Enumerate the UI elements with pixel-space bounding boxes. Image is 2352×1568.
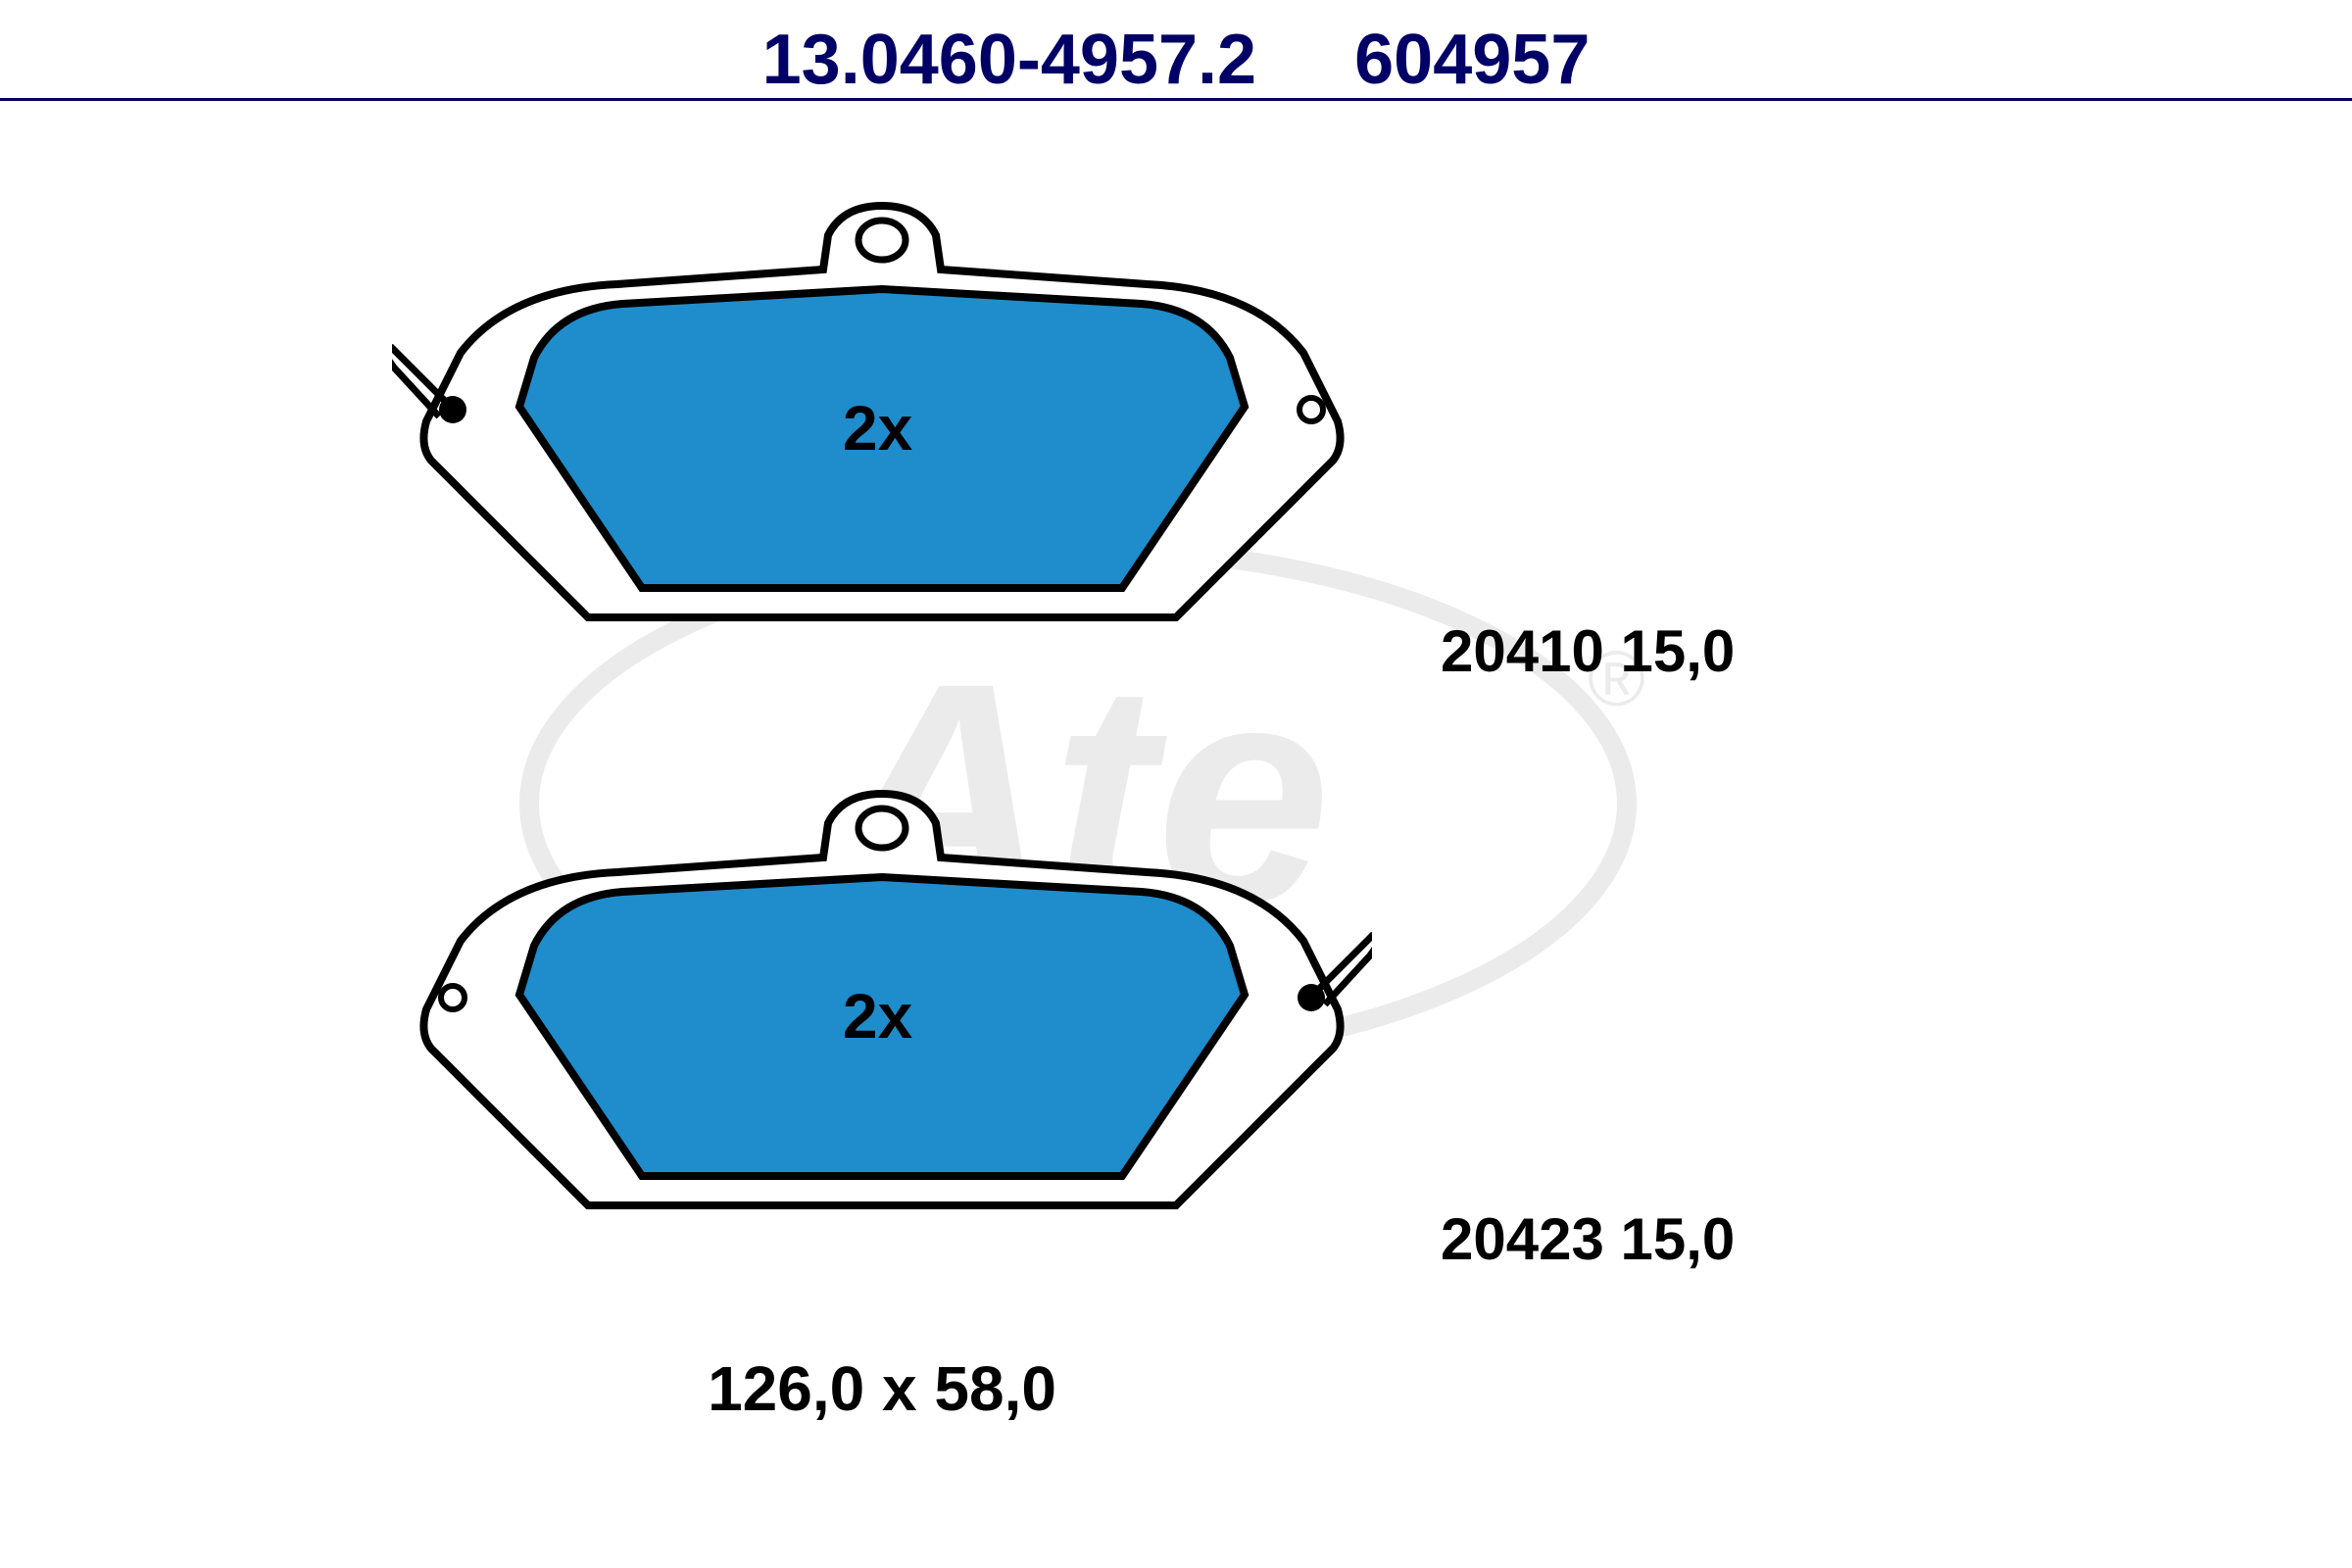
ear-hole-bottom-left [441,986,465,1009]
header-part-numbers: 13.0460-4957.2 604957 [0,20,2352,100]
mounting-hole-top [858,220,906,260]
quantity-top: 2x [843,392,912,465]
spec-top: 20410 15,0 [1441,617,1735,685]
short-code: 604957 [1354,21,1590,99]
mounting-hole-bottom [858,808,906,848]
diagram-area: Ate ® 2x 20410 15,0 2x 2042 [0,118,2352,1568]
header-divider [0,98,2352,101]
ear-hole-top-right [1299,398,1323,421]
part-number: 13.0460-4957.2 [762,21,1256,99]
dimensions: 126,0 x 58,0 [0,1352,1764,1425]
spec-bottom: 20423 15,0 [1441,1205,1735,1273]
quantity-bottom: 2x [843,980,912,1053]
